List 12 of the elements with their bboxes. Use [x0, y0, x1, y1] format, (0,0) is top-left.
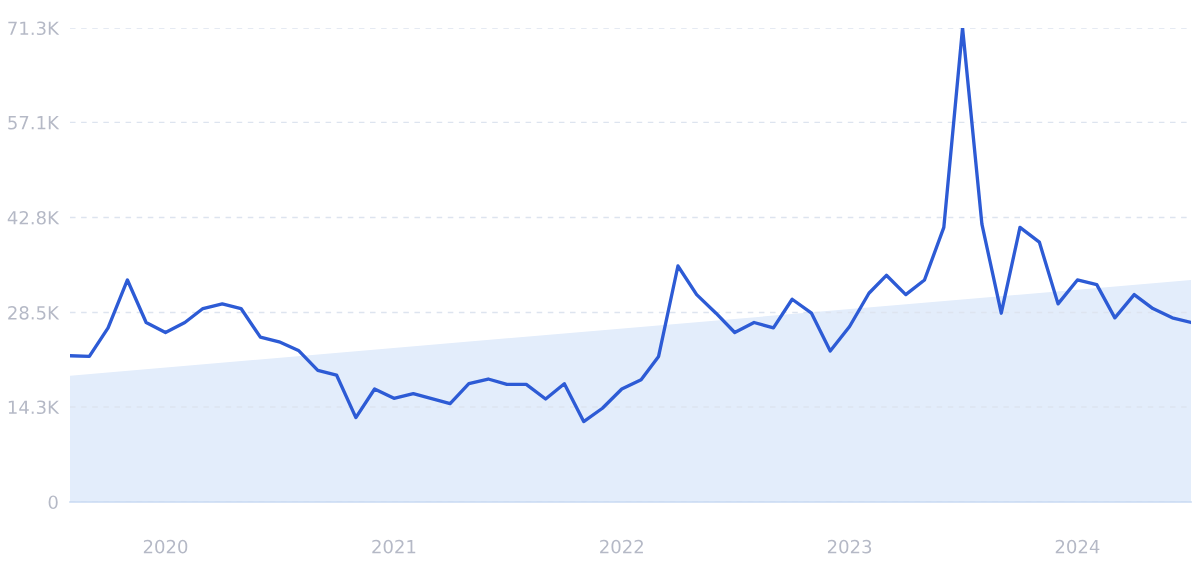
y-tick-label: 28.5K — [8, 305, 60, 320]
y-tick-label: 71.3K — [8, 21, 60, 36]
line-series — [70, 28, 1191, 424]
x-tick-label: 2022 — [600, 539, 643, 554]
y-tick-label: 14.3K — [8, 400, 60, 415]
x-tick-label: 2020 — [143, 539, 188, 554]
x-tick-label: 2023 — [827, 539, 872, 554]
x-tick-label: 2021 — [372, 539, 416, 554]
x-tick-label: 2024 — [1055, 539, 1100, 554]
y-tick-label: 42.8K — [7, 210, 60, 225]
y-tick-label: 0 — [48, 495, 58, 510]
y-tick-label: 57.1K — [8, 116, 60, 130]
